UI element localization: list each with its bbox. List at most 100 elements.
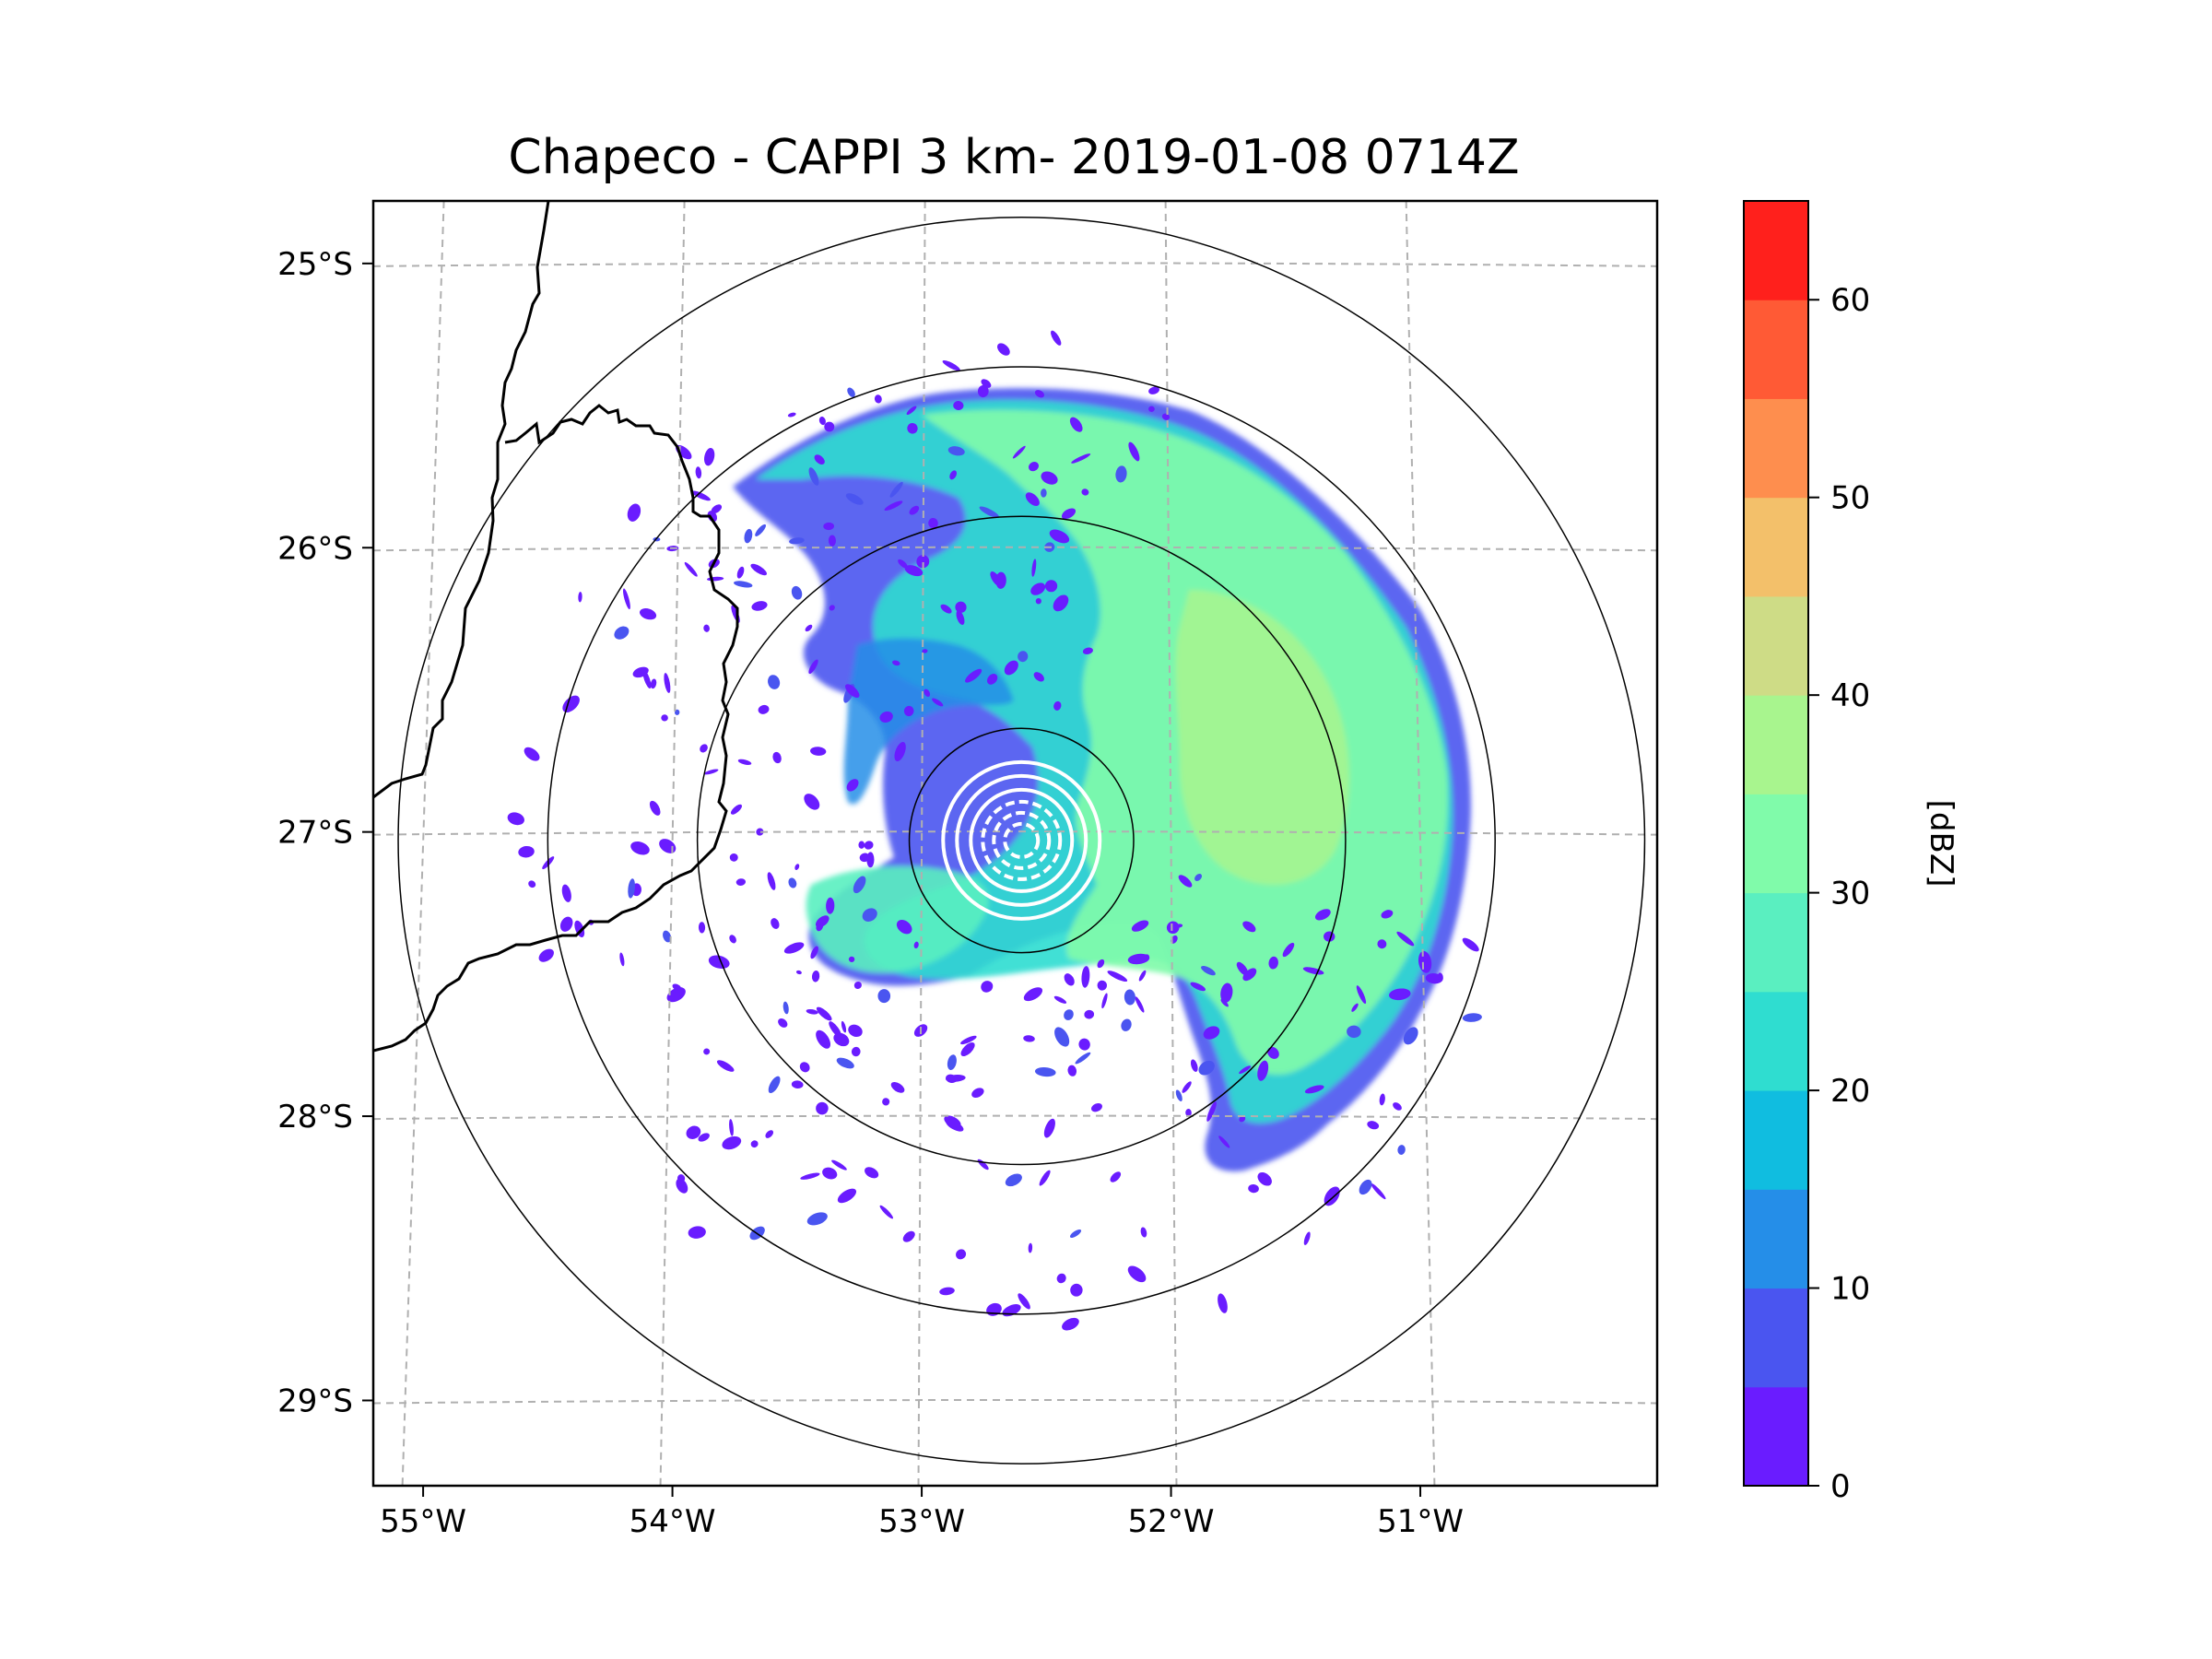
speckle-dot <box>818 417 826 426</box>
speckle-dot <box>795 970 802 975</box>
speckle-dot <box>890 1081 905 1093</box>
speckle-dot <box>734 581 753 588</box>
range-ring <box>547 366 1496 1315</box>
speckle-dot <box>686 1125 701 1139</box>
speckle-dot <box>1389 988 1411 1001</box>
speckle-dot <box>649 800 661 816</box>
speckle-dot <box>1030 582 1046 595</box>
speckle-dot <box>1462 1013 1482 1022</box>
speckle-dot <box>1220 982 1233 1003</box>
range-ring <box>908 727 1135 954</box>
country-borders <box>373 201 739 1053</box>
speckle-dot <box>711 504 723 514</box>
speckle-dot <box>1107 971 1128 982</box>
speckle-dot <box>1082 647 1093 654</box>
speckle-dot <box>703 1048 711 1055</box>
speckle-dot <box>1396 931 1415 947</box>
speckle-dot <box>1282 942 1295 958</box>
speckle-dot <box>1359 1179 1372 1195</box>
speckle-dot <box>858 841 865 849</box>
speckle-dot <box>650 678 657 689</box>
speckle-dot <box>824 421 835 432</box>
speckle-dot <box>831 1159 847 1171</box>
speckle-dot <box>791 1080 804 1088</box>
speckle-dot <box>664 673 671 693</box>
speckle-dot <box>894 742 906 762</box>
speckle-dot <box>1035 597 1041 605</box>
speckle-dot <box>771 918 780 929</box>
speckle-dot <box>1148 406 1155 412</box>
speckle-dot <box>1302 967 1324 975</box>
speckle-dot <box>703 769 719 775</box>
speckle-dot <box>1004 660 1018 676</box>
speckle-dot <box>847 387 855 397</box>
speckle-dot <box>853 876 866 894</box>
speckle-dot <box>913 941 919 949</box>
speckle-dot <box>1239 1065 1252 1075</box>
speckle-dot <box>1049 529 1070 544</box>
speckle-dot <box>836 1057 854 1069</box>
speckle-dot <box>1041 488 1047 498</box>
speckle-dot <box>756 828 764 836</box>
speckle-dot <box>538 948 554 962</box>
speckle-dot <box>822 1167 838 1180</box>
colorbar-segment <box>1744 991 1808 1091</box>
lat-tick-label: 28°S <box>277 1099 353 1135</box>
speckle-dot <box>1218 1293 1228 1313</box>
speckle-dot <box>845 493 864 505</box>
speckle-dot <box>1257 1172 1272 1186</box>
speckle-dot <box>524 747 540 761</box>
speckle-dot <box>1061 508 1077 520</box>
speckle-dot <box>1140 1227 1147 1238</box>
speckle-dot <box>716 1060 735 1072</box>
speckle-dot <box>1012 445 1026 459</box>
speckle-dot <box>1403 1027 1418 1045</box>
speckle-dot <box>1023 1035 1035 1042</box>
speckle-dot <box>791 585 803 600</box>
lat-tick-label: 25°S <box>277 246 353 283</box>
speckle-dot <box>1127 953 1150 965</box>
speckle-dot <box>1033 672 1044 682</box>
speckle-dot <box>1175 1089 1182 1101</box>
speckle-dot <box>800 1172 820 1180</box>
speckle-dot <box>940 604 952 614</box>
speckle-dot <box>960 1042 975 1057</box>
speckle-dot <box>833 1032 850 1047</box>
speckle-dot <box>614 626 629 640</box>
near-ring <box>981 799 1063 881</box>
speckle-dot <box>907 423 918 434</box>
speckle-dot <box>1303 1231 1311 1245</box>
speckle-dot <box>837 1188 857 1204</box>
speckle-dot <box>1070 1283 1083 1297</box>
speckle-dot <box>799 1062 810 1073</box>
speckle-dot <box>946 1074 966 1082</box>
speckle-dot <box>1194 874 1203 881</box>
speckle-dot <box>1018 651 1029 663</box>
speckle-dot <box>845 684 860 698</box>
speckle-dot <box>1148 386 1160 394</box>
speckle-dot <box>778 1018 788 1028</box>
speckle-dot <box>841 1020 847 1033</box>
speckle-dot <box>1091 1103 1102 1112</box>
speckle-dot <box>909 505 920 515</box>
speckle-dot <box>729 1119 734 1136</box>
colorbar-tick-label: 40 <box>1830 677 1870 714</box>
speckle-dot <box>1064 973 1075 986</box>
speckle-dot <box>986 673 998 685</box>
speckle-dot <box>768 1076 781 1094</box>
speckle-dot <box>1381 910 1394 919</box>
speckle-dot <box>853 981 862 989</box>
longitude-tick-labels: 55°W 54°W 53°W 52°W 51°W <box>380 1486 1464 1540</box>
speckle-dot <box>1115 465 1127 483</box>
speckle-dot <box>864 841 874 850</box>
colorbar-tick-label: 50 <box>1830 480 1870 517</box>
speckle-dot <box>1138 970 1147 982</box>
speckle-dot <box>997 343 1010 356</box>
speckle-dot <box>1267 1046 1279 1059</box>
speckle-dot <box>804 794 820 810</box>
speckle-dot <box>622 588 630 610</box>
speckle-dot <box>924 688 931 698</box>
speckle-dot <box>1071 453 1091 464</box>
colorbar-label: [dBZ] <box>1923 800 1959 888</box>
range-ring <box>696 515 1347 1166</box>
